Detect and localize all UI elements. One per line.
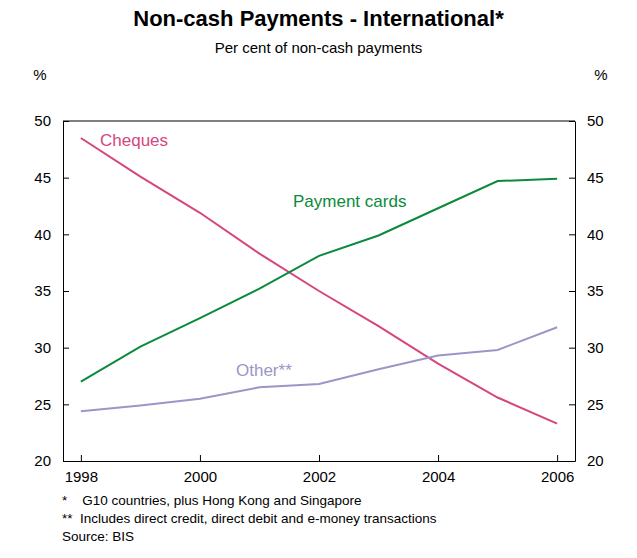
tick-mark — [557, 455, 558, 461]
tick: 1998 — [65, 455, 98, 485]
tick: 20 — [569, 452, 604, 469]
tick-mark — [63, 121, 69, 122]
tick: 25 — [34, 396, 69, 413]
tick-mark — [63, 348, 69, 349]
series-line — [81, 138, 557, 424]
tick-label: 30 — [587, 339, 604, 356]
title: Non-cash Payments - International* — [133, 6, 504, 31]
y-axis: 20 25 30 35 40 45 50 — [34, 112, 69, 469]
series-label: Other** — [236, 361, 292, 380]
tick: 40 — [569, 226, 604, 243]
tick-label: 30 — [34, 339, 51, 356]
subtitle: Per cent of non-cash payments — [215, 39, 423, 56]
tick: 45 — [569, 169, 604, 186]
tick-label: 40 — [34, 226, 51, 243]
tick-mark — [569, 121, 575, 122]
tick-mark — [81, 455, 82, 461]
y-axis-label: % — [33, 66, 46, 83]
tick-label: 50 — [587, 112, 604, 129]
tick-mark — [569, 461, 575, 462]
tick: 2006 — [541, 455, 574, 485]
tick-label: 20 — [34, 452, 51, 469]
series-label: Payment cards — [293, 192, 406, 211]
tick-label: 1998 — [65, 468, 98, 485]
series-label: Cheques — [100, 131, 168, 150]
tick-mark — [63, 404, 69, 405]
tick: 25 — [569, 396, 604, 413]
tick-label: 35 — [34, 282, 51, 299]
plot-area — [81, 138, 557, 424]
tick-label: 35 — [587, 282, 604, 299]
tick-mark — [569, 291, 575, 292]
tick: 30 — [34, 339, 69, 356]
tick-mark — [569, 348, 575, 349]
tick-label: 2002 — [303, 468, 336, 485]
tick: 50 — [569, 112, 604, 129]
tick: 30 — [569, 339, 604, 356]
tick: 20 — [34, 452, 69, 469]
tick-label: 40 — [587, 226, 604, 243]
frame — [63, 121, 575, 122]
footnote: ** Includes direct credit, direct debit … — [62, 511, 437, 526]
tick: 35 — [569, 282, 604, 299]
x-axis: 1998 2000 2002 2004 2006 — [64, 455, 576, 485]
tick-mark — [63, 234, 69, 235]
tick-label: 45 — [34, 169, 51, 186]
axis-line — [64, 461, 576, 462]
tick-mark — [63, 178, 69, 179]
tick-mark — [569, 234, 575, 235]
tick: 45 — [34, 169, 69, 186]
tick-mark — [319, 455, 320, 461]
tick-label: 25 — [34, 396, 51, 413]
tick: 35 — [34, 282, 69, 299]
y2-axis-label: % — [594, 66, 607, 83]
footnote: * G10 countries, plus Hong Kong and Sing… — [62, 493, 361, 508]
chart: Non-cash Payments - International* Per ce… — [0, 0, 637, 558]
tick-label: 50 — [34, 112, 51, 129]
tick: 50 — [34, 112, 69, 129]
tick-label: 25 — [587, 396, 604, 413]
footnote: Source: BIS — [62, 529, 134, 544]
tick-label: 45 — [587, 169, 604, 186]
tick-mark — [63, 291, 69, 292]
tick-label: 2006 — [541, 468, 574, 485]
tick: 2002 — [303, 455, 336, 485]
tick-mark — [200, 455, 201, 461]
tick-mark — [438, 455, 439, 461]
tick: 2004 — [422, 455, 455, 485]
tick-mark — [63, 461, 69, 462]
tick: 40 — [34, 226, 69, 243]
series-line — [81, 327, 557, 411]
y2-axis: 20 25 30 35 40 45 50 — [569, 112, 604, 469]
tick: 2000 — [184, 455, 217, 485]
axis-line — [575, 122, 576, 462]
tick-mark — [569, 404, 575, 405]
tick-label: 20 — [587, 452, 604, 469]
tick-mark — [569, 178, 575, 179]
tick-label: 2004 — [422, 468, 455, 485]
tick-label: 2000 — [184, 468, 217, 485]
